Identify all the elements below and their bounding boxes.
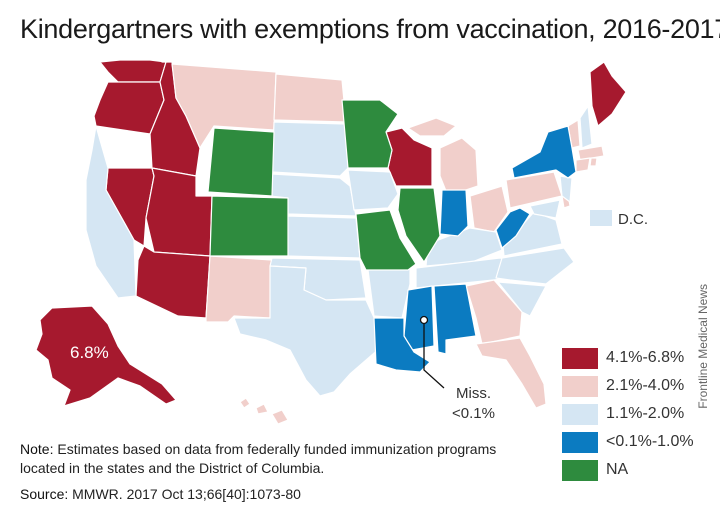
category-1.1-2.0 (85, 105, 612, 397)
legend-swatch (562, 459, 598, 481)
state-massachusetts (577, 145, 605, 161)
legend-item: NA (562, 458, 694, 482)
legend-swatch (562, 431, 598, 453)
state-nebraska (269, 173, 357, 217)
mississippi-callout-value: <0.1% (452, 405, 495, 422)
state-wyoming (207, 127, 275, 197)
legend-label: NA (606, 461, 629, 478)
legend-label: <0.1%-1.0% (606, 433, 694, 450)
state-ohio (469, 185, 509, 233)
state-new-mexico (205, 255, 273, 323)
source-line: Source: MMWR. 2017 Oct 13;66[40]:1073-80 (20, 486, 301, 502)
state-maine (589, 61, 627, 127)
state-arizona (135, 245, 211, 319)
category-na (207, 99, 441, 271)
state-colorado (209, 195, 289, 257)
state-hawaii-2 (255, 403, 269, 415)
legend-swatch (562, 375, 598, 397)
state-illinois (397, 187, 441, 263)
legend-label: 4.1%-6.8% (606, 349, 685, 366)
map-title: Kindergartners with exemptions from vacc… (20, 14, 720, 44)
note-text: Estimates based on data from federally f… (20, 441, 497, 476)
state-north-carolina (495, 247, 575, 285)
state-alaska (35, 305, 177, 407)
legend-swatch (562, 403, 598, 425)
state-washington (99, 59, 167, 83)
state-michigan-up (407, 117, 457, 137)
credit-line: Frontline Medical News (696, 284, 710, 409)
state-louisiana (373, 317, 431, 373)
state-arkansas (367, 267, 411, 319)
legend-item: 4.1%-6.8% (562, 346, 694, 370)
state-california (85, 125, 137, 299)
dc-label: D.C. (618, 211, 648, 228)
category-2.1-4.0 (171, 63, 605, 425)
state-south-dakota (271, 121, 349, 177)
footnote: Note: Estimates based on data from feder… (20, 440, 540, 478)
state-wisconsin (385, 127, 433, 187)
state-indiana (439, 189, 469, 237)
state-alabama (433, 283, 477, 355)
dc-legend-box (590, 210, 612, 226)
state-north-dakota (273, 73, 347, 123)
source-text: MMWR. 2017 Oct 13;66[40]:1073-80 (68, 486, 301, 502)
state-maryland (529, 199, 561, 219)
state-connecticut (575, 157, 591, 173)
state-utah (145, 167, 213, 257)
mississippi-leader-line (423, 323, 445, 389)
state-kentucky (425, 227, 503, 267)
alaska-value-label: 6.8% (70, 343, 109, 362)
legend-label: 1.1%-2.0% (606, 405, 685, 422)
mississippi-callout-name: Miss. (456, 385, 491, 402)
state-michigan (439, 137, 479, 197)
state-hawaii-3 (271, 409, 289, 425)
state-texas (233, 265, 381, 397)
state-south-carolina (497, 281, 547, 317)
legend-label: 2.1%-4.0% (606, 377, 685, 394)
category-below-1.0 (373, 125, 577, 373)
state-missouri (355, 209, 417, 271)
state-new-york (511, 125, 577, 179)
legend-item: 2.1%-4.0% (562, 374, 694, 398)
state-iowa (347, 169, 399, 211)
legend-item: <0.1%-1.0% (562, 430, 694, 454)
state-minnesota (341, 99, 399, 169)
legend-swatch (562, 347, 598, 369)
state-rhode-island (589, 157, 598, 167)
source-prefix: Source: (20, 486, 69, 502)
mississippi-marker (419, 315, 429, 325)
state-florida (475, 337, 547, 409)
state-mississippi (403, 285, 435, 351)
state-new-hampshire (579, 105, 593, 149)
state-kansas (285, 215, 361, 259)
category-4.1-6.8 (35, 59, 627, 407)
note-prefix: Note: (20, 441, 54, 457)
map-legend: 4.1%-6.8% 2.1%-4.0% 1.1%-2.0% <0.1%-1.0%… (562, 346, 694, 486)
state-hawaii-1 (239, 397, 251, 409)
legend-item: 1.1%-2.0% (562, 402, 694, 426)
state-west-virginia (495, 207, 531, 249)
